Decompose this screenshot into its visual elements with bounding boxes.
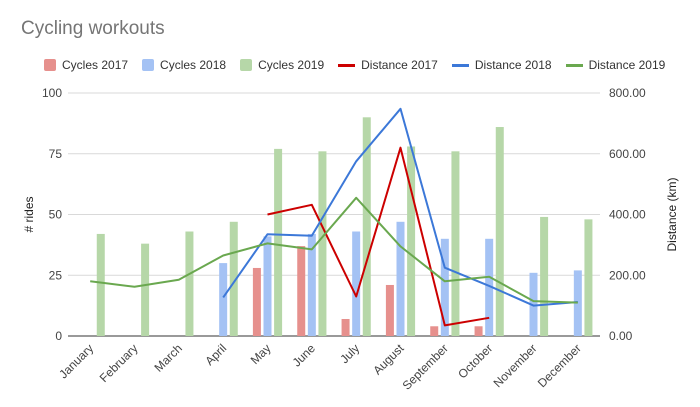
legend-item: Distance 2018: [451, 58, 552, 72]
x-tick-label: September: [400, 341, 451, 392]
bar: [385, 284, 394, 336]
bar: [352, 231, 361, 336]
legend-swatch: [142, 59, 155, 71]
legend-swatch: [44, 59, 56, 71]
x-tick-label: March: [151, 341, 184, 374]
y-axis-title: # rides: [22, 196, 36, 232]
legend-item: Cycles 2019: [240, 58, 324, 72]
legend-item: Distance 2019: [565, 58, 666, 72]
bar: [307, 233, 316, 336]
bar: [274, 148, 283, 336]
legend-label: Cycles 2018: [160, 58, 227, 72]
y-tick-label: 25: [49, 268, 63, 282]
bar: [96, 233, 105, 336]
x-tick-label: October: [455, 341, 495, 381]
legend-label: Cycles 2019: [258, 58, 325, 72]
y2-tick-label: 0.00: [609, 329, 633, 343]
bar: [407, 146, 416, 336]
bar: [362, 117, 371, 336]
y-tick-label: 100: [42, 86, 62, 100]
y-tick-label: 0: [55, 329, 62, 343]
x-tick-label: April: [202, 341, 229, 368]
y2-tick-label: 600.00: [609, 147, 646, 161]
bar: [440, 238, 449, 336]
legend-item: Distance 2017: [338, 58, 438, 72]
legend-label: Distance 2019: [588, 58, 666, 72]
bar: [573, 270, 582, 336]
bar: [485, 238, 494, 336]
legend-label: Cycles 2017: [62, 58, 129, 72]
x-tick-label: November: [491, 341, 540, 390]
legend-label: Distance 2017: [361, 58, 438, 72]
legend-line-swatch: [338, 63, 356, 67]
bar: [252, 267, 261, 336]
legend-item: Cycles 2018: [142, 58, 226, 72]
bar: [474, 326, 483, 336]
bar: [540, 216, 549, 336]
bar: [185, 231, 194, 336]
x-tick-label: August: [370, 341, 407, 378]
bar: [529, 272, 538, 336]
legend-line-swatch: [451, 63, 469, 67]
legend-swatch: [240, 59, 253, 71]
bar: [495, 127, 504, 337]
bar: [584, 219, 593, 336]
y-tick-label: 75: [49, 147, 63, 161]
bar: [451, 151, 460, 336]
y2-axis-title: Distance (km): [665, 177, 679, 251]
legend-item: Cycles 2017: [44, 58, 128, 72]
bar: [229, 221, 238, 336]
bar: [341, 318, 350, 336]
y2-tick-label: 800.00: [609, 86, 646, 100]
bar: [297, 246, 306, 336]
bar: [141, 243, 150, 336]
bar: [396, 221, 405, 336]
series-line: [222, 107, 578, 307]
bar: [430, 326, 439, 336]
bar: [318, 151, 327, 336]
bar: [219, 263, 228, 336]
y-tick-label: 50: [49, 208, 63, 222]
x-tick-label: February: [97, 341, 141, 385]
legend-label: Distance 2018: [474, 58, 552, 72]
x-tick-label: May: [248, 341, 274, 367]
series-line: [90, 196, 578, 304]
y2-tick-label: 200.00: [609, 268, 646, 282]
x-tick-label: July: [337, 341, 362, 366]
legend-line-swatch: [565, 63, 583, 67]
legend: Cycles 2017 Cycles 2018 Cycles 2019 Distanc…: [44, 57, 679, 73]
chart-title: Cycling workouts: [21, 18, 165, 39]
x-tick-label: December: [535, 341, 584, 390]
x-tick-label: June: [290, 341, 319, 370]
bar: [263, 236, 272, 336]
y2-tick-label: 400.00: [609, 208, 646, 222]
x-tick-label: January: [56, 341, 96, 381]
